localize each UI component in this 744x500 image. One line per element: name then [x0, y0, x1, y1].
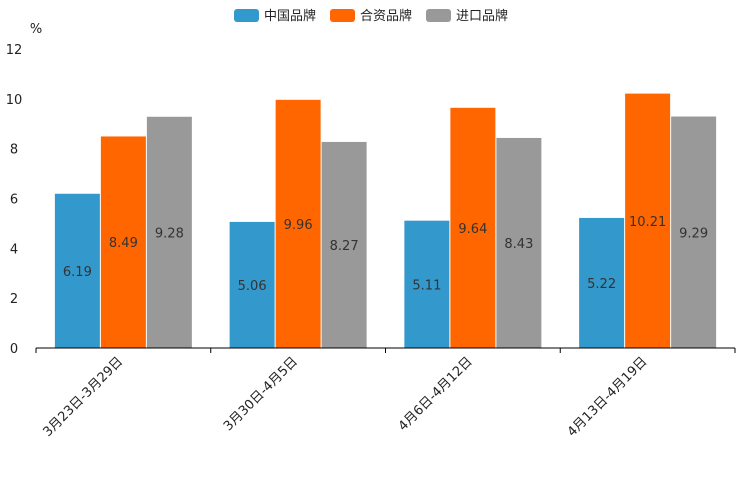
- bar: [450, 107, 496, 348]
- bar: [671, 116, 717, 348]
- data-label: 5.11: [412, 278, 441, 293]
- bar: [146, 116, 192, 348]
- y-tick-label: 6: [10, 193, 18, 208]
- x-tick-label: 3月23日-3月29日: [40, 354, 126, 440]
- legend-label: 进口品牌: [456, 8, 508, 24]
- y-tick-label: 8: [10, 143, 18, 158]
- legend-swatch: [330, 9, 355, 22]
- bar: [579, 217, 625, 348]
- bar: [625, 93, 671, 348]
- x-tick-label: 4月13日-4月19日: [565, 354, 651, 440]
- y-tick-label: 10: [6, 93, 23, 108]
- y-tick-label: 4: [10, 242, 18, 257]
- bar: [321, 141, 367, 348]
- data-label: 5.06: [238, 279, 267, 294]
- y-tick-label: 12: [6, 43, 23, 58]
- data-label: 8.49: [109, 236, 138, 251]
- y-axis-unit: %: [30, 22, 42, 37]
- x-tick-label: 3月30日-4月5日: [221, 354, 301, 434]
- data-label: 8.27: [330, 239, 359, 254]
- data-label: 9.28: [155, 226, 184, 241]
- data-label: 9.29: [679, 226, 708, 241]
- data-label: 6.19: [63, 265, 92, 280]
- data-label: 9.96: [284, 218, 313, 233]
- bar: [496, 137, 542, 348]
- legend-label: 中国品牌: [264, 8, 316, 24]
- bar: [229, 221, 275, 348]
- bar: [54, 193, 100, 348]
- y-tick-label: 2: [10, 292, 18, 307]
- data-label: 10.21: [629, 215, 666, 230]
- legend-swatch: [426, 9, 451, 22]
- bar: [100, 136, 146, 348]
- data-label: 8.43: [504, 237, 533, 252]
- data-label: 9.64: [458, 222, 487, 237]
- bar: [404, 220, 450, 348]
- legend-label: 合资品牌: [360, 8, 412, 24]
- bar: [275, 99, 321, 348]
- legend-swatch: [234, 9, 259, 22]
- y-tick-label: 0: [10, 342, 18, 357]
- x-tick-label: 4月6日-4月12日: [396, 354, 476, 434]
- data-label: 5.22: [587, 277, 616, 292]
